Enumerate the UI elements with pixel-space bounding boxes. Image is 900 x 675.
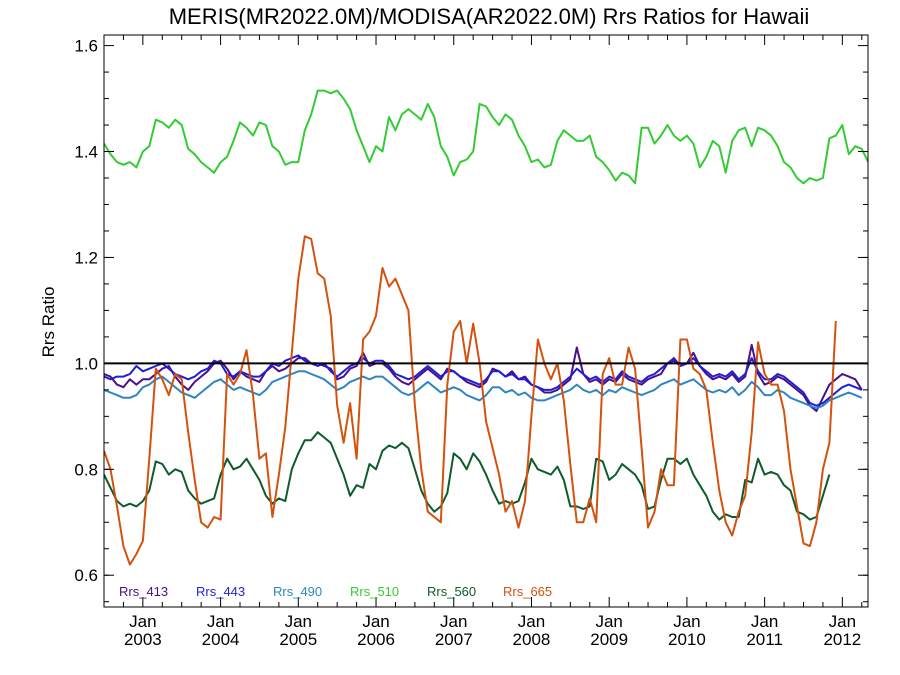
chart-title: MERIS(MR2022.0M)/MODISA(AR2022.0M) Rrs R… bbox=[169, 4, 810, 29]
y-tick-label: 1.6 bbox=[74, 37, 98, 56]
series-line-rrs_665 bbox=[104, 235, 837, 566]
legend-entry-rrs_490: Rrs_490 bbox=[273, 584, 322, 599]
x-tick-month-label: Jan bbox=[285, 612, 312, 631]
y-tick-label: 0.8 bbox=[74, 460, 98, 479]
x-tick-month-label: Jan bbox=[751, 612, 778, 631]
x-tick-month-label: Jan bbox=[129, 612, 156, 631]
x-tick-year-label: 2003 bbox=[124, 630, 162, 649]
x-tick-year-label: 2004 bbox=[202, 630, 240, 649]
x-tick-year-label: 2007 bbox=[435, 630, 473, 649]
axis-layer: 0.60.81.01.21.41.6Jan2003Jan2004Jan2005J… bbox=[74, 35, 868, 649]
x-tick-year-label: 2012 bbox=[823, 630, 861, 649]
y-tick-label: 1.2 bbox=[74, 248, 98, 267]
x-tick-year-label: 2009 bbox=[590, 630, 628, 649]
y-tick-label: 1.0 bbox=[74, 354, 98, 373]
legend-entry-rrs_413: Rrs_413 bbox=[119, 584, 168, 599]
x-tick-month-label: Jan bbox=[440, 612, 467, 631]
legend-entry-rrs_510: Rrs_510 bbox=[350, 584, 399, 599]
x-tick-year-label: 2005 bbox=[279, 630, 317, 649]
legend: Rrs_413 Rrs_443 Rrs_490 Rrs_510 Rrs_560 Rrs_6… bbox=[119, 584, 552, 599]
x-tick-month-label: Jan bbox=[207, 612, 234, 631]
y-tick-label: 1.4 bbox=[74, 143, 98, 162]
x-tick-month-label: Jan bbox=[518, 612, 545, 631]
y-axis-label: Rrs Ratio bbox=[39, 287, 58, 358]
x-tick-month-label: Jan bbox=[673, 612, 700, 631]
x-tick-year-label: 2010 bbox=[668, 630, 706, 649]
series-layer bbox=[104, 89, 868, 566]
series-line-rrs_510 bbox=[104, 89, 868, 185]
plot-area-frame bbox=[103, 34, 869, 608]
y-tick-label: 0.6 bbox=[74, 566, 98, 585]
x-tick-year-label: 2008 bbox=[513, 630, 551, 649]
x-tick-month-label: Jan bbox=[595, 612, 622, 631]
x-tick-month-label: Jan bbox=[362, 612, 389, 631]
x-tick-year-label: 2006 bbox=[357, 630, 395, 649]
x-tick-year-label: 2011 bbox=[746, 630, 783, 649]
legend-entry-rrs_443: Rrs_443 bbox=[196, 584, 245, 599]
series-line-rrs_443 bbox=[104, 354, 863, 407]
legend-entry-rrs_665: Rrs_665 bbox=[503, 584, 552, 599]
x-tick-month-label: Jan bbox=[829, 612, 856, 631]
series-line-rrs_560 bbox=[104, 431, 831, 521]
legend-entry-rrs_560: Rrs_560 bbox=[427, 584, 476, 599]
